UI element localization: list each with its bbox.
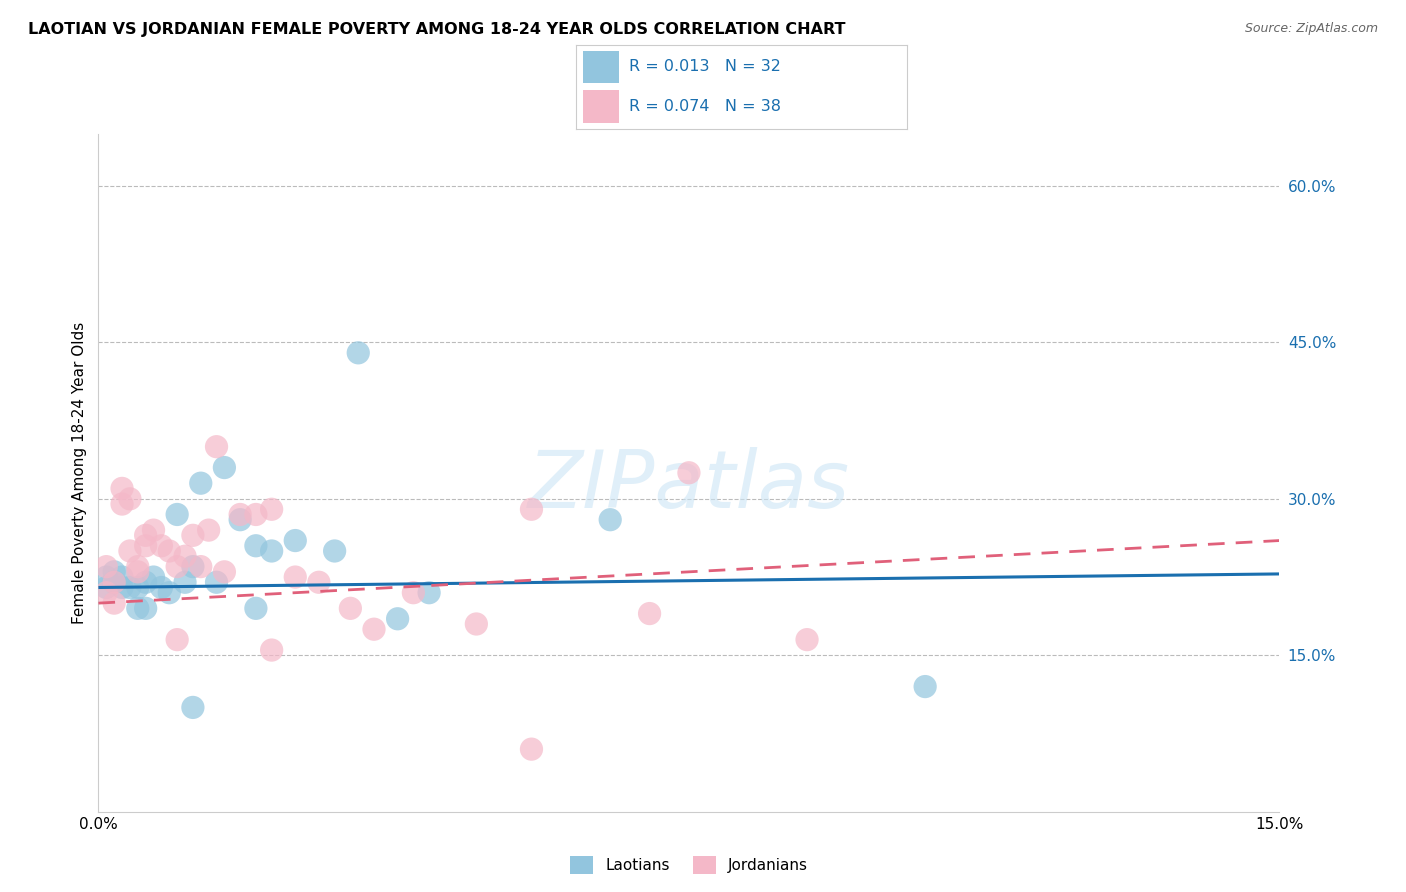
Point bbox=[174, 549, 197, 564]
Point bbox=[127, 565, 149, 579]
Point bbox=[150, 539, 173, 553]
Point bbox=[103, 575, 125, 590]
Point bbox=[166, 508, 188, 522]
Point bbox=[260, 502, 283, 516]
Point bbox=[678, 466, 700, 480]
Point bbox=[347, 346, 370, 360]
Point bbox=[229, 508, 252, 522]
Point bbox=[599, 513, 621, 527]
Text: R = 0.074   N = 38: R = 0.074 N = 38 bbox=[630, 99, 782, 114]
Y-axis label: Female Poverty Among 18-24 Year Olds: Female Poverty Among 18-24 Year Olds bbox=[72, 322, 87, 624]
Text: ZIPatlas: ZIPatlas bbox=[527, 447, 851, 525]
Point bbox=[245, 508, 267, 522]
Point bbox=[111, 497, 134, 511]
Point bbox=[157, 585, 180, 599]
Point bbox=[205, 440, 228, 454]
Point bbox=[402, 585, 425, 599]
Point bbox=[111, 482, 134, 496]
Point bbox=[520, 742, 543, 756]
Point bbox=[181, 700, 204, 714]
Point bbox=[142, 570, 165, 584]
Point bbox=[284, 533, 307, 548]
Point bbox=[260, 544, 283, 558]
Point bbox=[245, 601, 267, 615]
Point bbox=[111, 570, 134, 584]
Point bbox=[111, 581, 134, 595]
Point bbox=[181, 559, 204, 574]
Point bbox=[135, 601, 157, 615]
Point bbox=[127, 601, 149, 615]
Point bbox=[174, 575, 197, 590]
Point bbox=[197, 523, 219, 537]
Point bbox=[127, 559, 149, 574]
Bar bbox=[583, 51, 620, 83]
Point bbox=[181, 528, 204, 542]
Point bbox=[638, 607, 661, 621]
Point bbox=[166, 632, 188, 647]
Text: R = 0.013   N = 32: R = 0.013 N = 32 bbox=[630, 59, 782, 74]
Point bbox=[190, 559, 212, 574]
Point bbox=[796, 632, 818, 647]
Point bbox=[103, 575, 125, 590]
Point bbox=[205, 575, 228, 590]
Point bbox=[103, 565, 125, 579]
Point bbox=[284, 570, 307, 584]
Point bbox=[214, 565, 236, 579]
Point bbox=[166, 559, 188, 574]
Point bbox=[150, 581, 173, 595]
Point bbox=[135, 575, 157, 590]
Point bbox=[520, 502, 543, 516]
Point bbox=[96, 581, 118, 595]
Point bbox=[96, 570, 118, 584]
Legend: Laotians, Jordanians: Laotians, Jordanians bbox=[562, 848, 815, 882]
Point bbox=[387, 612, 409, 626]
Point bbox=[308, 575, 330, 590]
Point bbox=[363, 622, 385, 636]
Bar bbox=[583, 90, 620, 122]
Point bbox=[418, 585, 440, 599]
Point bbox=[118, 581, 141, 595]
Point bbox=[135, 539, 157, 553]
Point bbox=[157, 544, 180, 558]
Text: Source: ZipAtlas.com: Source: ZipAtlas.com bbox=[1244, 22, 1378, 36]
Point bbox=[96, 559, 118, 574]
Point bbox=[214, 460, 236, 475]
Point bbox=[914, 680, 936, 694]
Point bbox=[96, 585, 118, 599]
Point bbox=[135, 528, 157, 542]
Point bbox=[323, 544, 346, 558]
Point bbox=[127, 581, 149, 595]
Point bbox=[190, 476, 212, 491]
Point bbox=[118, 491, 141, 506]
Point bbox=[465, 617, 488, 632]
Point bbox=[339, 601, 361, 615]
Point bbox=[229, 513, 252, 527]
Point bbox=[103, 596, 125, 610]
Text: LAOTIAN VS JORDANIAN FEMALE POVERTY AMONG 18-24 YEAR OLDS CORRELATION CHART: LAOTIAN VS JORDANIAN FEMALE POVERTY AMON… bbox=[28, 22, 845, 37]
Point bbox=[142, 523, 165, 537]
Point bbox=[245, 539, 267, 553]
Point bbox=[260, 643, 283, 657]
Point bbox=[118, 544, 141, 558]
